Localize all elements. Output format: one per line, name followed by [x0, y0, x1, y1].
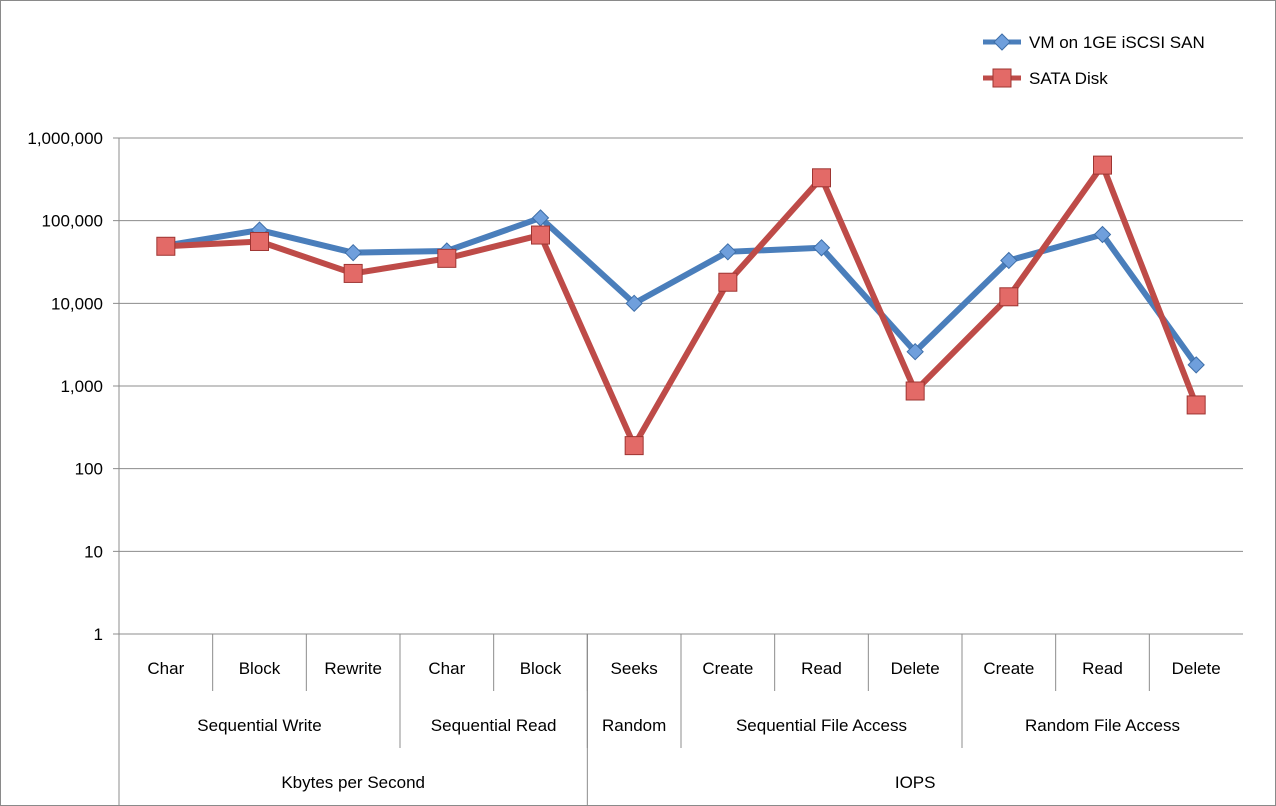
- category-label: Create: [983, 659, 1034, 678]
- series-1: [156, 155, 1206, 456]
- category-label: Delete: [891, 659, 940, 678]
- supergroup-label: Kbytes per Second: [281, 773, 425, 792]
- diamond-point: [719, 243, 737, 261]
- category-label: Delete: [1172, 659, 1221, 678]
- category-label: Read: [1082, 659, 1123, 678]
- diamond-point: [812, 239, 831, 257]
- series-0: [157, 209, 1205, 374]
- square-point: [624, 436, 644, 456]
- square-point: [718, 272, 738, 292]
- category-label: Block: [520, 659, 562, 678]
- category-label: Char: [147, 659, 184, 678]
- diamond-point: [344, 243, 362, 262]
- category-label: Char: [428, 659, 465, 678]
- legend-item: VM on 1GE iSCSI SAN: [983, 33, 1205, 52]
- legend-diamond-marker: [993, 33, 1011, 51]
- y-tick-label: 1: [94, 625, 103, 644]
- group-label: Sequential Read: [431, 716, 557, 735]
- legend-item: SATA Disk: [983, 68, 1108, 88]
- y-tick-label: 1,000: [60, 377, 103, 396]
- category-axis: Char Block Rewrite Char Block Seeks Create Read…: [147, 634, 1221, 805]
- diamond-point: [906, 342, 924, 361]
- square-point: [531, 225, 550, 245]
- square-point: [812, 168, 831, 188]
- series-line: [162, 214, 1200, 368]
- category-label: Block: [239, 659, 281, 678]
- series-line: [162, 162, 1200, 449]
- y-axis-ticks: 1,000,000 100,000 10,000 1,000 100 10 1: [27, 129, 103, 644]
- square-point: [999, 287, 1019, 307]
- diamond-point: [1093, 225, 1112, 244]
- legend-label: VM on 1GE iSCSI SAN: [1029, 33, 1205, 52]
- gridlines: [113, 137, 1243, 805]
- y-tick-label: 1,000,000: [27, 129, 103, 148]
- y-tick-label: 10: [84, 542, 103, 561]
- category-label: Create: [702, 659, 753, 678]
- group-label: Random File Access: [1025, 716, 1180, 735]
- group-label: Sequential File Access: [736, 716, 907, 735]
- y-tick-label: 100,000: [42, 212, 103, 231]
- group-label: Random: [602, 716, 666, 735]
- y-tick-label: 10,000: [51, 294, 103, 313]
- category-label: Read: [801, 659, 842, 678]
- legend-square-marker: [992, 68, 1012, 88]
- legend-label: SATA Disk: [1029, 69, 1108, 88]
- square-point: [1186, 395, 1206, 415]
- y-tick-label: 100: [75, 460, 103, 479]
- square-point: [156, 236, 176, 256]
- series-layer: [156, 155, 1206, 456]
- legend: VM on 1GE iSCSI SAN SATA Disk: [983, 33, 1205, 88]
- square-point: [905, 381, 925, 401]
- square-point: [1093, 155, 1112, 175]
- square-point: [343, 263, 363, 283]
- square-point: [250, 231, 269, 251]
- diamond-point: [625, 294, 643, 313]
- diamond-point: [1187, 356, 1205, 374]
- square-point: [437, 248, 457, 268]
- group-label: Sequential Write: [197, 716, 321, 735]
- supergroup-label: IOPS: [895, 773, 936, 792]
- category-label: Rewrite: [324, 659, 382, 678]
- category-label: Seeks: [611, 659, 658, 678]
- diamond-point: [1000, 251, 1018, 270]
